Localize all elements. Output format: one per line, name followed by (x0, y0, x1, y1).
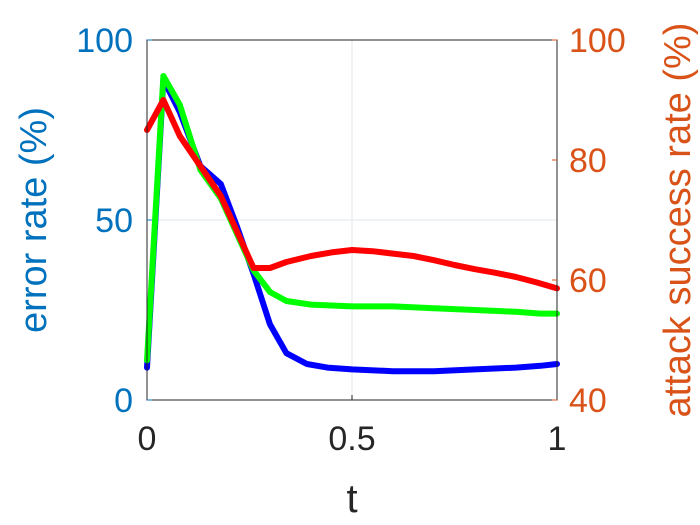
y-left-tick-label: 100 (76, 22, 133, 60)
series-line-3 (144, 97, 560, 292)
y-right-tick-label: 40 (569, 382, 607, 420)
x-tick-label: 0 (138, 420, 157, 458)
series-line-2 (144, 73, 560, 364)
y-left-tick-label: 0 (114, 382, 133, 420)
y-right-tick-label: 60 (569, 262, 607, 300)
y-right-axis-label: attack success rate (%) (657, 23, 699, 418)
grid (147, 40, 557, 400)
y-left-axis-label: error rate (%) (13, 107, 55, 333)
y-left-tick-label: 50 (95, 202, 133, 240)
x-tick-label: 0.5 (328, 420, 375, 458)
x-axis-label: t (346, 477, 357, 521)
series-lines (144, 73, 560, 375)
y-right-tick-label: 100 (569, 22, 626, 60)
tick-marks (146, 39, 558, 401)
y-right-tick-label: 80 (569, 142, 607, 180)
x-tick-label: 1 (548, 420, 567, 458)
